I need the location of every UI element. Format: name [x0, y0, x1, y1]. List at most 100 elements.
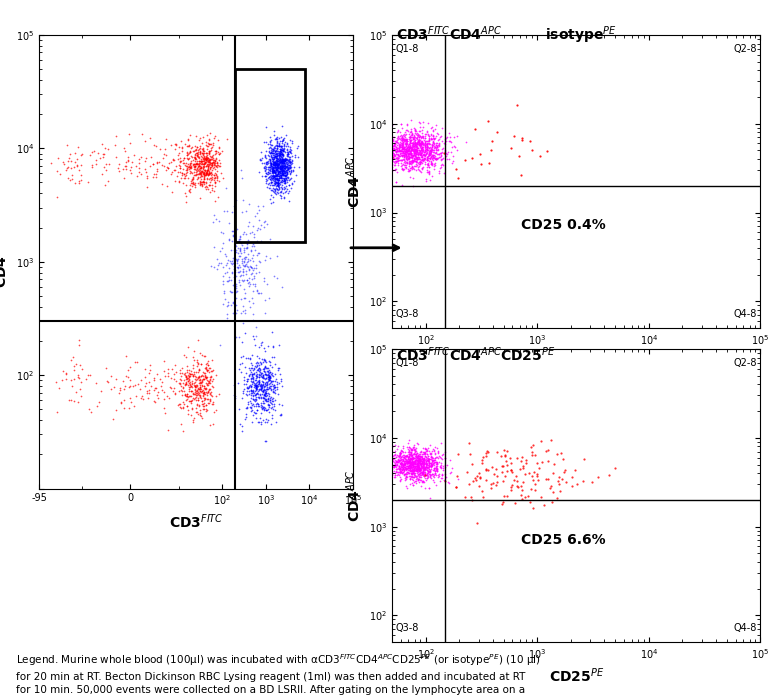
Point	[394, 147, 406, 158]
Point	[389, 461, 401, 472]
Point	[405, 460, 417, 471]
Point	[410, 450, 423, 461]
Point	[529, 484, 542, 496]
Point	[245, 389, 257, 401]
Point	[394, 457, 406, 468]
Point	[275, 174, 288, 186]
Point	[242, 248, 255, 260]
Point	[276, 168, 289, 179]
Point	[393, 463, 405, 475]
Point	[194, 382, 206, 393]
Point	[393, 450, 405, 461]
Point	[222, 275, 234, 286]
Point	[252, 376, 264, 387]
Point	[416, 450, 429, 461]
Point	[260, 158, 272, 170]
Point	[209, 369, 222, 380]
Point	[277, 161, 289, 172]
Point	[270, 172, 283, 184]
Point	[429, 159, 441, 170]
Point	[244, 353, 256, 364]
Point	[136, 390, 148, 401]
Point	[264, 176, 277, 187]
Point	[198, 167, 210, 178]
Point	[278, 161, 291, 172]
Point	[241, 396, 254, 408]
Point	[412, 450, 424, 461]
Point	[416, 137, 429, 148]
Point	[253, 352, 266, 364]
Point	[408, 460, 421, 471]
Point	[147, 172, 160, 183]
Point	[198, 154, 211, 165]
Point	[410, 144, 423, 155]
Point	[245, 273, 258, 284]
Point	[192, 357, 205, 369]
Point	[383, 132, 396, 143]
Point	[80, 373, 93, 385]
Point	[263, 390, 275, 401]
Point	[270, 158, 283, 170]
Point	[396, 147, 408, 158]
Point	[525, 442, 538, 453]
Point	[412, 457, 424, 468]
Point	[424, 158, 437, 170]
Point	[129, 356, 141, 367]
Point	[463, 478, 475, 489]
Point	[58, 158, 71, 170]
Point	[249, 244, 261, 255]
Point	[180, 169, 193, 180]
Point	[380, 151, 393, 163]
Point	[422, 460, 434, 471]
Point	[173, 163, 186, 174]
Point	[261, 393, 274, 404]
Point	[408, 133, 420, 144]
Point	[282, 165, 295, 177]
Point	[254, 367, 267, 378]
Point	[270, 170, 282, 181]
Point	[405, 155, 418, 166]
Point	[191, 408, 204, 419]
Point	[161, 391, 173, 402]
Point	[193, 383, 205, 394]
Point	[260, 394, 273, 405]
Point	[279, 161, 292, 172]
Point	[75, 377, 88, 388]
Point	[167, 383, 180, 394]
Point	[271, 169, 284, 180]
Point	[408, 463, 420, 475]
Point	[238, 304, 251, 315]
Point	[201, 155, 214, 166]
Point	[399, 452, 412, 463]
Point	[403, 148, 416, 159]
Point	[285, 158, 297, 169]
Point	[386, 126, 398, 138]
Point	[281, 165, 293, 176]
Point	[163, 381, 176, 392]
Point	[391, 150, 404, 161]
Point	[391, 131, 404, 142]
Point	[267, 398, 280, 409]
Point	[395, 145, 408, 156]
Point	[369, 146, 382, 157]
Point	[249, 399, 262, 410]
Point	[264, 168, 277, 179]
Point	[252, 200, 264, 211]
Point	[469, 123, 481, 134]
Point	[406, 466, 419, 477]
Point	[267, 147, 279, 158]
Point	[272, 154, 285, 165]
Point	[206, 150, 219, 161]
Point	[420, 456, 433, 467]
Point	[267, 164, 279, 175]
Point	[162, 163, 175, 174]
Point	[402, 153, 415, 164]
Point	[271, 161, 284, 172]
Point	[399, 144, 412, 155]
Point	[387, 149, 400, 161]
Point	[237, 387, 249, 399]
Point	[397, 450, 410, 461]
Point	[407, 463, 419, 475]
Point	[284, 156, 296, 168]
Point	[255, 358, 267, 369]
